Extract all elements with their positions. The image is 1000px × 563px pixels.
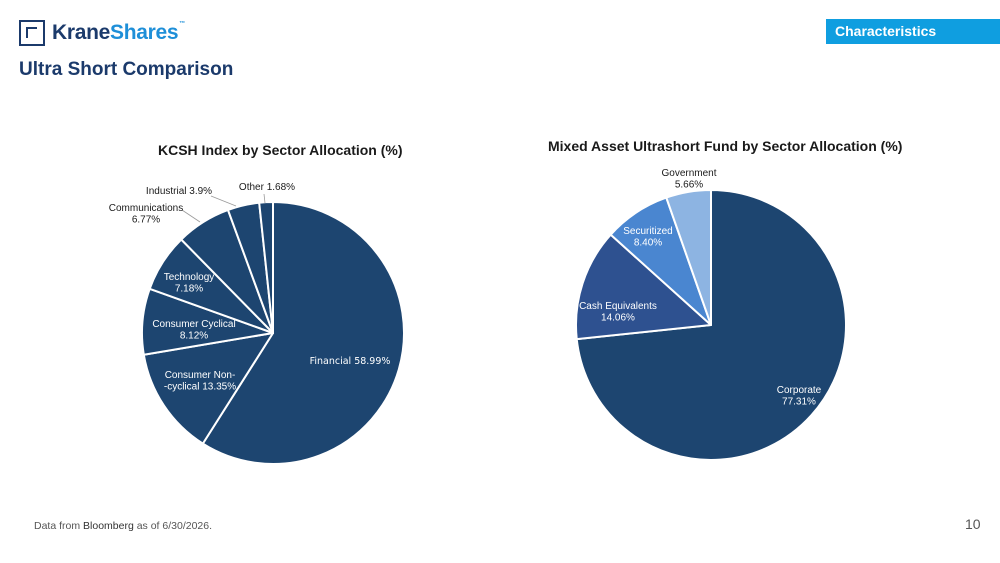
slice-label: Financial 58.99%	[310, 356, 391, 367]
krane-shares-logo: KraneShares™	[19, 18, 185, 48]
chart-title-kcsh: KCSH Index by Sector Allocation (%)	[158, 142, 403, 158]
slice-label: Other 1.68%	[239, 182, 295, 193]
pie-slice	[665, 189, 712, 326]
pie-slice	[142, 332, 274, 445]
slice-leader-line	[181, 209, 201, 223]
logo-mark-icon	[19, 20, 45, 46]
source-suffix: as of 6/30/2026.	[133, 520, 213, 532]
slice-label: Industrial 3.9%	[146, 186, 212, 197]
page-title: Ultra Short Comparison	[19, 59, 234, 80]
logo-trademark: ™	[179, 21, 185, 27]
slice-label: Cash Equivalents 14.06%	[579, 301, 657, 324]
source-note: Data from Bloomberg as of 6/30/2026.	[34, 520, 212, 532]
slice-label: Technology 7.18%	[164, 272, 215, 295]
chart-title-mixed-asset: Mixed Asset Ultrashort Fund by Sector Al…	[548, 138, 903, 154]
page-number: 10	[965, 516, 981, 532]
source-name: Bloomberg	[83, 520, 134, 532]
section-badge: Characteristics	[826, 19, 1000, 44]
pie-chart-1: Financial 58.99% Consumer Non--cyclical 1…	[109, 182, 405, 465]
logo-brand-b: Shares	[110, 21, 179, 44]
pie-slice	[258, 201, 274, 334]
logo-wordmark: KraneShares™	[52, 21, 185, 45]
logo-brand-a: Krane	[52, 21, 111, 44]
slice-label: Securitized 8.40%	[623, 226, 672, 249]
slice-leader-line	[263, 193, 266, 204]
slice-label: Consumer Cyclical 8.12%	[152, 319, 235, 342]
slice-label: Consumer Non--cyclical 13.35%	[164, 370, 236, 393]
slice-label: Corporate 77.31%	[777, 385, 822, 408]
slice-leader-line	[210, 195, 237, 207]
pie-chart-2: Corporate 77.31% Cash Equivalents 14.06% Sec…	[575, 168, 847, 461]
pie-slice	[575, 233, 712, 341]
source-prefix: Data from	[34, 520, 84, 532]
slice-label: Communications 6.77%	[109, 203, 183, 226]
slice-label: Government 5.66%	[661, 168, 716, 191]
pie-slice	[201, 201, 405, 465]
